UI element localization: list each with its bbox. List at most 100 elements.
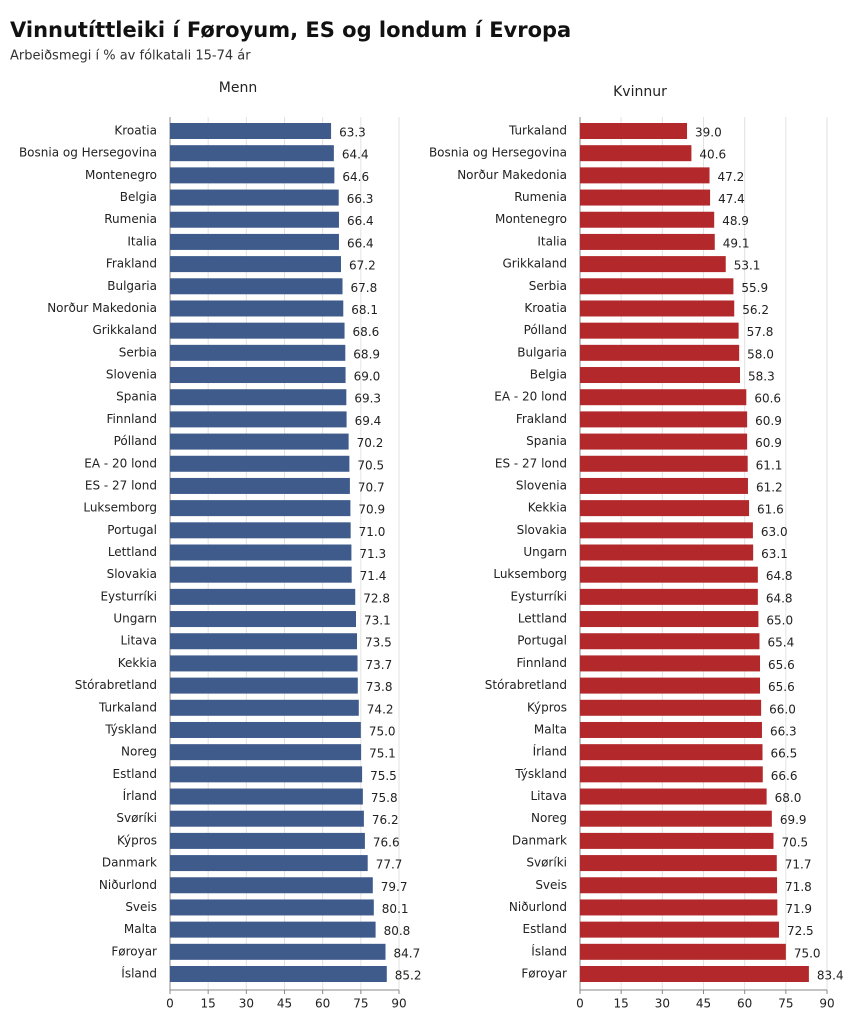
y-tick-label: Kekkia [118,656,157,670]
y-tick-label: Sveis [535,878,567,892]
value-label: 72.5 [787,924,814,938]
value-label: 68.1 [351,303,378,317]
y-tick-label: EA - 20 lond [494,390,567,404]
value-label: 75.8 [371,791,398,805]
y-tick-label: Ísland [531,943,567,958]
bar [170,966,387,982]
value-label: 64.4 [342,148,369,162]
y-tick-label: Pólland [114,434,157,448]
value-label: 48.9 [722,214,749,228]
bar [170,500,351,517]
value-label: 60.6 [754,392,781,406]
value-label: 66.3 [770,724,797,738]
y-tick-label: Írland [123,788,157,803]
y-tick-label: Lettland [518,612,567,626]
bar [170,832,365,849]
value-label: 61.1 [756,458,783,472]
value-label: 66.4 [347,214,374,228]
value-label: 47.2 [718,170,745,184]
y-tick-label: Pólland [524,323,567,337]
x-tick-label: 15 [201,997,216,1011]
value-label: 68.0 [775,791,802,805]
bar [580,677,761,694]
bar [580,588,758,605]
y-tick-label: Spania [526,434,567,448]
y-tick-label: Serbia [119,345,157,359]
value-label: 65.4 [767,636,794,650]
value-label: 77.7 [376,858,403,872]
bar [580,766,763,783]
y-tick-label: Frakland [106,257,157,271]
bar [170,189,339,206]
y-tick-label: Slovakia [517,523,567,537]
y-tick-label: Turkaland [508,124,567,138]
bar [580,211,715,228]
value-label: 58.0 [747,347,774,361]
bar [580,877,778,894]
value-label: 68.6 [353,325,380,339]
y-tick-label: Sveis [125,900,157,914]
value-label: 68.9 [353,347,380,361]
y-tick-label: Ísland [121,966,157,981]
value-label: 63.1 [761,547,788,561]
value-label: 71.4 [360,569,387,583]
y-tick-label: ES - 27 lond [495,456,567,470]
y-tick-label: Føroyar [521,967,567,981]
y-tick-label: Rumenia [514,190,567,204]
y-tick-label: Montenegro [85,168,157,182]
value-label: 83.4 [817,969,844,983]
bar [580,145,692,162]
y-tick-label: Svøríki [526,856,567,870]
bar [170,233,339,250]
y-tick-label: Ungarn [113,612,157,626]
y-tick-label: Kýpros [117,833,157,847]
bar [580,744,763,761]
y-tick-label: Estland [523,922,567,936]
value-label: 66.3 [347,192,374,206]
bar [580,123,688,139]
value-label: 64.8 [766,591,793,605]
bar [170,877,373,894]
x-tick-label: 90 [391,997,406,1011]
bar [580,411,748,428]
value-label: 53.1 [734,259,761,273]
y-tick-label: Litava [120,634,157,648]
y-tick-label: Turkaland [98,700,157,714]
bar [170,145,334,162]
y-tick-label: Italia [127,234,157,248]
bar [580,233,715,250]
bar [170,744,362,761]
bar [170,633,358,650]
value-label: 49.1 [723,236,750,250]
bar [580,943,786,960]
y-tick-label: Grikkaland [92,323,157,337]
bar [170,921,376,938]
bar [580,566,758,583]
bar [170,322,345,339]
y-tick-label: Danmark [102,856,157,870]
bar [580,367,741,384]
bar [170,611,356,628]
value-label: 66.6 [771,769,798,783]
value-label: 40.6 [699,148,726,162]
y-tick-label: Spania [116,390,157,404]
value-label: 57.8 [747,325,774,339]
y-tick-label: Týskland [104,722,157,736]
x-tick-label: 75 [353,997,368,1011]
y-tick-label: Eysturríki [510,589,567,603]
y-tick-label: Eysturríki [100,589,157,603]
y-tick-label: Kroatia [524,301,567,315]
bar [170,899,374,916]
y-tick-label: Estland [113,767,157,781]
value-label: 71.7 [785,858,812,872]
bar [580,278,734,295]
y-tick-label: Slovenia [106,368,157,382]
bar [170,389,347,406]
y-tick-label: ES - 27 lond [85,478,157,492]
y-tick-label: Ungarn [523,545,567,559]
value-label: 76.6 [373,835,400,849]
x-tick-label: 15 [614,997,629,1011]
value-label: 72.8 [363,591,390,605]
value-label: 67.2 [349,259,376,273]
bar [580,810,772,827]
